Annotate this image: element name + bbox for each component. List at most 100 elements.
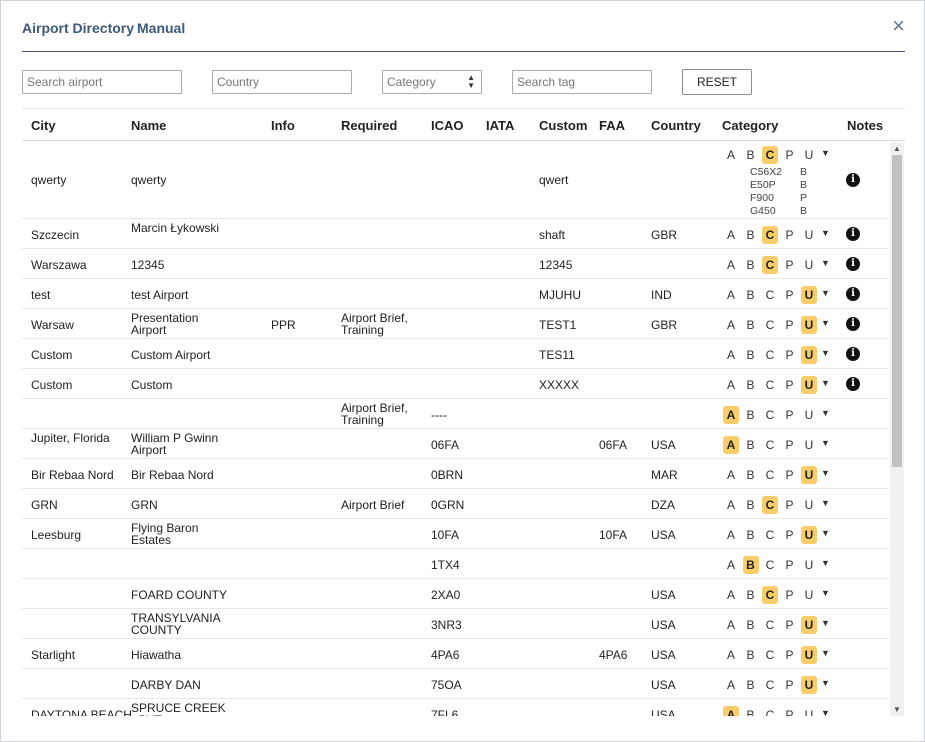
category-option-p[interactable]: P (785, 438, 794, 452)
category-option-b[interactable]: B (746, 678, 755, 692)
column-iata[interactable]: IATA (486, 118, 515, 133)
info-icon[interactable]: i (846, 377, 860, 391)
table-row[interactable]: test test Airport MJUHU IND A B C P U ▼ i (22, 279, 889, 309)
category-option-b[interactable]: B (746, 228, 755, 242)
category-option-c[interactable]: C (765, 288, 775, 302)
category-selector[interactable]: A B C P U ▼ (723, 496, 833, 514)
category-option-p[interactable]: P (785, 588, 794, 602)
chevron-down-icon[interactable]: ▼ (821, 528, 830, 538)
category-option-a[interactable]: A (726, 378, 735, 392)
category-option-a[interactable]: A (726, 558, 735, 572)
chevron-down-icon[interactable]: ▼ (821, 228, 830, 238)
table-row[interactable]: TRANSYLVANIA COUNTY 3NR3 USA A B C P U ▼ (22, 609, 889, 639)
category-option-c[interactable]: C (765, 348, 775, 362)
chevron-down-icon[interactable]: ▼ (821, 348, 830, 358)
category-option-p[interactable]: P (785, 618, 794, 632)
table-row[interactable]: DARBY DAN 75OA USA A B C P U ▼ (22, 669, 889, 699)
category-option-u[interactable]: U (801, 616, 817, 634)
category-option-p[interactable]: P (785, 408, 794, 422)
column-category[interactable]: Category (722, 118, 779, 133)
table-row[interactable]: Szczecin Marcin Łykowski shaft GBR A B C P U ▼ i (22, 219, 889, 249)
category-option-c[interactable]: C (765, 558, 775, 572)
category-option-c[interactable]: C (765, 318, 775, 332)
info-icon[interactable]: i (846, 227, 860, 241)
chevron-down-icon[interactable]: ▼ (821, 588, 830, 598)
category-option-b[interactable]: B (746, 258, 755, 272)
chevron-down-icon[interactable]: ▼ (821, 408, 830, 418)
category-option-b[interactable]: B (746, 618, 755, 632)
category-option-b[interactable]: B (746, 378, 755, 392)
chevron-down-icon[interactable]: ▼ (821, 378, 830, 388)
category-option-p[interactable]: P (785, 498, 794, 512)
category-option-c[interactable]: C (762, 256, 778, 274)
category-option-b[interactable]: B (746, 528, 755, 542)
column-city[interactable]: City (31, 118, 56, 133)
category-option-p[interactable]: P (785, 378, 794, 392)
reset-button[interactable]: RESET (682, 69, 752, 95)
category-selector[interactable]: A B C P U ▼ (723, 226, 833, 244)
column-required[interactable]: Required (341, 118, 398, 133)
category-option-c[interactable]: C (765, 468, 775, 482)
search-tag-input[interactable] (512, 70, 652, 94)
category-option-p[interactable]: P (785, 708, 794, 716)
category-option-u[interactable]: U (801, 466, 817, 484)
column-notes[interactable]: Notes (847, 118, 884, 133)
info-icon[interactable]: i (846, 287, 860, 301)
table-row[interactable]: Custom Custom Airport TES11 A B C P U ▼ i (22, 339, 889, 369)
category-option-u[interactable]: U (804, 438, 814, 452)
category-option-u[interactable]: U (804, 498, 814, 512)
category-select[interactable]: Category ▲ ▼ (382, 70, 482, 94)
scroll-up-icon[interactable]: ▲ (893, 144, 901, 153)
category-option-c[interactable]: C (765, 648, 775, 662)
category-option-c[interactable]: C (762, 496, 778, 514)
category-selector[interactable]: A B C P U ▼ (723, 676, 833, 694)
category-selector[interactable]: A B C P U ▼ (723, 586, 833, 604)
category-option-c[interactable]: C (765, 708, 775, 716)
info-icon[interactable]: i (846, 317, 860, 331)
category-selector[interactable]: A B C P U ▼ (723, 286, 833, 304)
category-option-p[interactable]: P (785, 648, 794, 662)
category-selector[interactable]: A B C P U ▼ (723, 556, 833, 574)
category-option-a[interactable]: A (726, 468, 735, 482)
column-custom[interactable]: Custom (539, 118, 588, 133)
category-option-c[interactable]: C (765, 528, 775, 542)
chevron-down-icon[interactable]: ▼ (821, 288, 830, 298)
category-option-p[interactable]: P (785, 558, 794, 572)
table-row[interactable]: Warszawa 12345 12345 A B C P U ▼ i (22, 249, 889, 279)
category-option-u[interactable]: U (801, 676, 817, 694)
category-option-p[interactable]: P (785, 678, 794, 692)
category-option-b[interactable]: B (746, 588, 755, 602)
category-option-a[interactable]: A (726, 228, 735, 242)
category-option-u[interactable]: U (804, 148, 814, 162)
table-row[interactable]: Bir Rebaa Nord Bir Rebaa Nord 0BRN MAR A B C P U… (22, 459, 889, 489)
chevron-down-icon[interactable]: ▼ (821, 318, 830, 328)
category-option-p[interactable]: P (785, 288, 794, 302)
category-option-u[interactable]: U (801, 526, 817, 544)
category-option-b[interactable]: B (746, 318, 755, 332)
category-option-c[interactable]: C (765, 618, 775, 632)
chevron-down-icon[interactable]: ▼ (821, 708, 830, 716)
category-option-p[interactable]: P (785, 148, 794, 162)
category-selector[interactable]: A B C P U ▼ (723, 706, 833, 716)
table-row[interactable]: FOARD COUNTY 2XA0 USA A B C P U ▼ (22, 579, 889, 609)
chevron-down-icon[interactable]: ▼ (821, 498, 830, 508)
category-option-a[interactable]: A (726, 648, 735, 662)
table-row[interactable]: Warsaw Presentation Airport PPR Airport Bri… (22, 309, 889, 339)
category-option-b[interactable]: B (746, 498, 755, 512)
category-option-p[interactable]: P (785, 528, 794, 542)
category-selector[interactable]: A B C P U ▼ (723, 146, 833, 164)
category-option-c[interactable]: C (765, 408, 775, 422)
category-option-p[interactable]: P (785, 228, 794, 242)
category-option-b[interactable]: B (746, 348, 755, 362)
table-row[interactable]: Leesburg Flying Baron Estates 10FA 10FA USA A… (22, 519, 889, 549)
category-option-u[interactable]: U (801, 316, 817, 334)
info-icon[interactable]: i (846, 173, 860, 187)
chevron-down-icon[interactable]: ▼ (821, 438, 830, 448)
category-selector[interactable]: A B C P U ▼ (723, 376, 833, 394)
category-option-a[interactable]: A (726, 288, 735, 302)
info-icon[interactable]: i (846, 347, 860, 361)
table-row[interactable]: 1TX4 A B C P U ▼ (22, 549, 889, 579)
category-option-a[interactable]: A (726, 528, 735, 542)
category-option-b[interactable]: B (742, 556, 759, 574)
category-selector[interactable]: A B C P U ▼ (723, 406, 833, 424)
